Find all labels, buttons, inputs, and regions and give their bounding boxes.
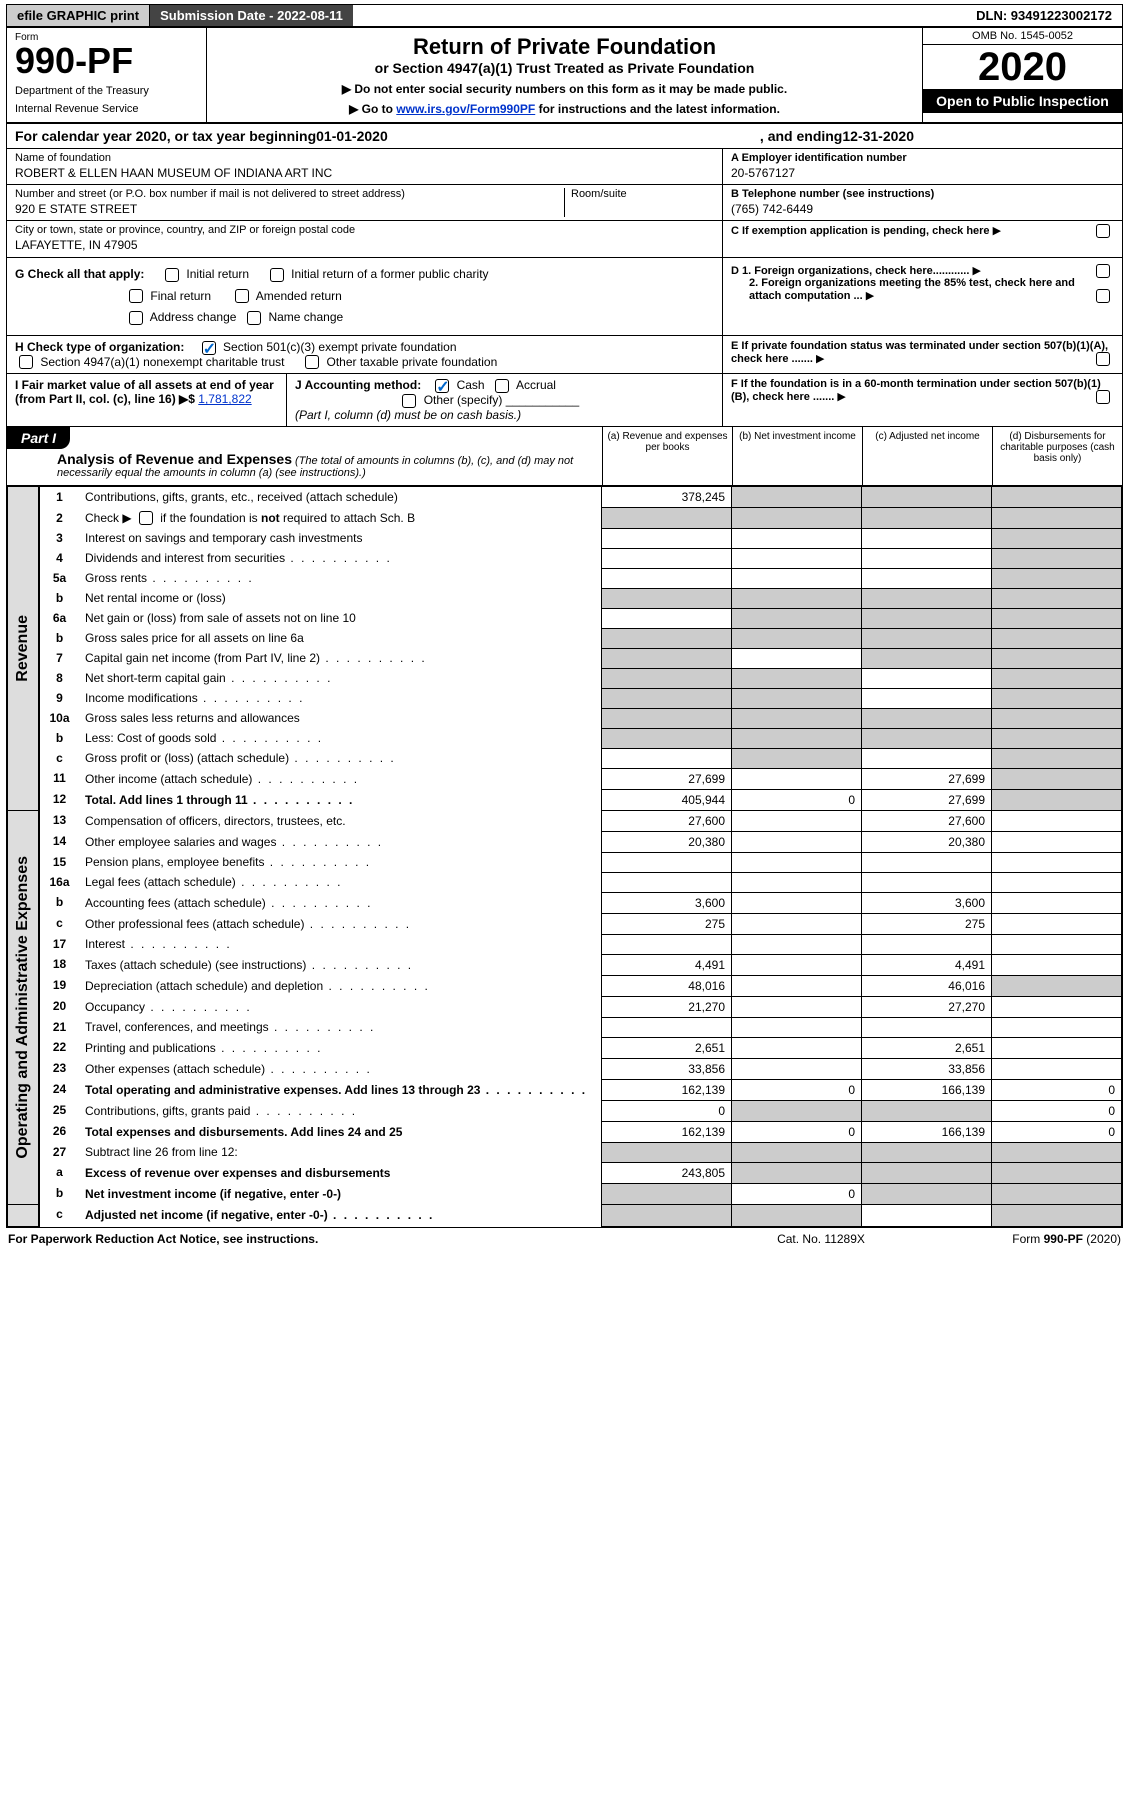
section-i-j-f: I Fair market value of all assets at end…	[7, 374, 1122, 427]
f-check: F If the foundation is in a 60-month ter…	[722, 374, 1122, 426]
cb-final-return[interactable]	[129, 289, 143, 303]
cat-number: Cat. No. 11289X	[721, 1232, 921, 1246]
dln-label: DLN: 93491223002172	[966, 5, 1122, 26]
foundation-name-cell: Name of foundation ROBERT & ELLEN HAAN M…	[7, 149, 722, 185]
form-container: Form 990-PF Department of the Treasury I…	[6, 27, 1123, 1228]
cb-cash[interactable]	[435, 379, 449, 393]
form-title: Return of Private Foundation	[213, 34, 916, 60]
cb-e[interactable]	[1096, 352, 1110, 366]
cb-4947[interactable]	[19, 355, 33, 369]
ssn-note: ▶ Do not enter social security numbers o…	[213, 82, 916, 96]
year-end: 12-31-2020	[842, 128, 914, 144]
entity-info: Name of foundation ROBERT & ELLEN HAAN M…	[7, 149, 1122, 258]
cb-amended[interactable]	[235, 289, 249, 303]
cb-f[interactable]	[1096, 390, 1110, 404]
form-subtitle: or Section 4947(a)(1) Trust Treated as P…	[213, 60, 916, 76]
submission-date: Submission Date - 2022-08-11	[150, 5, 353, 26]
tax-year: 2020	[923, 45, 1122, 89]
l11-a: 27,699	[602, 768, 732, 789]
ein-cell: A Employer identification number 20-5767…	[723, 149, 1122, 185]
street-address: 920 E STATE STREET	[15, 202, 564, 216]
cb-other-taxable[interactable]	[305, 355, 319, 369]
cb-d2[interactable]	[1096, 289, 1110, 303]
l1-a: 378,245	[602, 487, 732, 508]
l12-a: 405,944	[602, 789, 732, 810]
city-cell: City or town, state or province, country…	[7, 221, 722, 257]
cb-initial-former[interactable]	[270, 268, 284, 282]
cb-d1[interactable]	[1096, 264, 1110, 278]
part1-table: Revenue 1Contributions, gifts, grants, e…	[7, 487, 1122, 1227]
pra-notice: For Paperwork Reduction Act Notice, see …	[8, 1232, 721, 1246]
foundation-name: ROBERT & ELLEN HAAN MUSEUM OF INDIANA AR…	[15, 166, 714, 180]
year-begin: 01-01-2020	[316, 128, 388, 144]
col-c-header: (c) Adjusted net income	[862, 427, 992, 485]
i-fmv: I Fair market value of all assets at end…	[7, 374, 287, 426]
col-a-header: (a) Revenue and expenses per books	[602, 427, 732, 485]
cb-address-change[interactable]	[129, 311, 143, 325]
cb-sch-b[interactable]	[139, 511, 153, 525]
address-cell: Number and street (or P.O. box number if…	[7, 185, 722, 221]
j-accounting: J Accounting method: Cash Accrual Other …	[287, 374, 722, 426]
print-button[interactable]: efile GRAPHIC print	[7, 5, 150, 26]
col-d-header: (d) Disbursements for charitable purpose…	[992, 427, 1122, 485]
part1-label: Part I	[7, 427, 70, 449]
section-h-e: H Check type of organization: Section 50…	[7, 336, 1122, 375]
form-footer-label: Form 990-PF (2020)	[921, 1232, 1121, 1246]
header-title-block: Return of Private Foundation or Section …	[207, 28, 922, 122]
cb-501c3[interactable]	[202, 341, 216, 355]
form-header: Form 990-PF Department of the Treasury I…	[7, 28, 1122, 124]
top-toolbar: efile GRAPHIC print Submission Date - 20…	[6, 4, 1123, 27]
open-inspection: Open to Public Inspection	[923, 89, 1122, 113]
irs-link[interactable]: www.irs.gov/Form990PF	[396, 102, 535, 116]
fmv-link[interactable]: 1,781,822	[198, 392, 251, 406]
dept-irs: Internal Revenue Service	[15, 103, 198, 115]
header-left: Form 990-PF Department of the Treasury I…	[7, 28, 207, 122]
omb-number: OMB No. 1545-0052	[923, 28, 1122, 45]
phone-value: (765) 742-6449	[731, 202, 1114, 216]
section-g-d: G Check all that apply: Initial return I…	[7, 258, 1122, 336]
col-b-header: (b) Net investment income	[732, 427, 862, 485]
expenses-side-label: Operating and Administrative Expenses	[14, 856, 32, 1159]
checkbox-c[interactable]	[1096, 224, 1110, 238]
exemption-pending: C If exemption application is pending, c…	[723, 221, 1122, 257]
phone-cell: B Telephone number (see instructions) (7…	[723, 185, 1122, 221]
h-checks: H Check type of organization: Section 50…	[7, 336, 722, 374]
city-state-zip: LAFAYETTE, IN 47905	[15, 238, 714, 252]
header-right: OMB No. 1545-0052 2020 Open to Public In…	[922, 28, 1122, 122]
d-checks: D 1. Foreign organizations, check here..…	[722, 258, 1122, 335]
revenue-side-label: Revenue	[14, 615, 32, 682]
form-number: 990-PF	[15, 43, 198, 79]
dept-treasury: Department of the Treasury	[15, 85, 198, 97]
g-checks: G Check all that apply: Initial return I…	[7, 258, 722, 335]
page-footer: For Paperwork Reduction Act Notice, see …	[0, 1228, 1129, 1250]
part1-header: Part I Analysis of Revenue and Expenses …	[7, 427, 1122, 487]
cb-accrual[interactable]	[495, 379, 509, 393]
cb-other-method[interactable]	[402, 394, 416, 408]
room-suite: Room/suite	[564, 188, 714, 217]
calendar-year-row: For calendar year 2020, or tax year begi…	[7, 124, 1122, 149]
cb-name-change[interactable]	[247, 311, 261, 325]
ein-value: 20-5767127	[731, 166, 1114, 180]
goto-note: ▶ Go to www.irs.gov/Form990PF for instru…	[213, 102, 916, 116]
cb-initial-return[interactable]	[165, 268, 179, 282]
e-check: E If private foundation status was termi…	[722, 336, 1122, 374]
